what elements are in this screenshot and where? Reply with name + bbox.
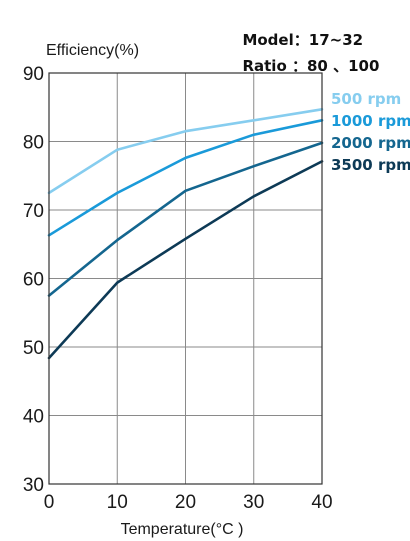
x-tick-label: 10 (107, 492, 128, 513)
legend-entry-0: 500 rpm (331, 90, 401, 108)
series-line-2 (47, 141, 324, 297)
y-tick-label: 90 (23, 64, 44, 85)
legend-entry-2: 2000 rpm (331, 134, 410, 152)
plot-border (48, 72, 323, 485)
y-tick-label: 50 (23, 338, 44, 359)
series-line-0 (47, 108, 324, 195)
y-tick-label: 30 (23, 475, 44, 496)
x-tick-label: 0 (44, 492, 55, 513)
x-tick-label: 20 (175, 492, 196, 513)
plot-frame (48, 72, 323, 485)
y-axis-label: Efficiency(%) (46, 42, 139, 59)
y-tick-label: 40 (23, 407, 44, 428)
model-value: 17~32 (308, 31, 364, 49)
tick-labels: 0 10 20 30 40 30 40 50 60 70 80 90 (23, 64, 333, 513)
x-axis-label: Temperature(°C ) (121, 521, 244, 538)
grid (49, 73, 322, 484)
ratio-value: 80 、100 (306, 57, 380, 75)
model-colon: ： (293, 31, 309, 49)
legend-entry-1: 1000 rpm (331, 112, 410, 130)
y-tick-label: 80 (23, 133, 44, 154)
y-tick-label: 70 (23, 201, 44, 222)
series-line-1 (47, 119, 324, 237)
model-label: Model (242, 31, 294, 49)
model-info: Model：17~32 (232, 11, 363, 50)
y-tick-label: 60 (23, 270, 44, 291)
legend: 500 rpm 1000 rpm 2000 rpm 3500 rpm (331, 90, 410, 174)
legend-entry-3: 3500 rpm (331, 156, 410, 174)
x-tick-label: 40 (311, 492, 332, 513)
x-tick-label: 30 (243, 492, 264, 513)
series-line-3 (47, 160, 324, 360)
ratio-label: Ratio (242, 57, 287, 75)
ratio-colon: ： (286, 57, 307, 75)
ratio-info: Ratio ：80 、100 (232, 37, 379, 76)
series-lines (47, 108, 324, 360)
